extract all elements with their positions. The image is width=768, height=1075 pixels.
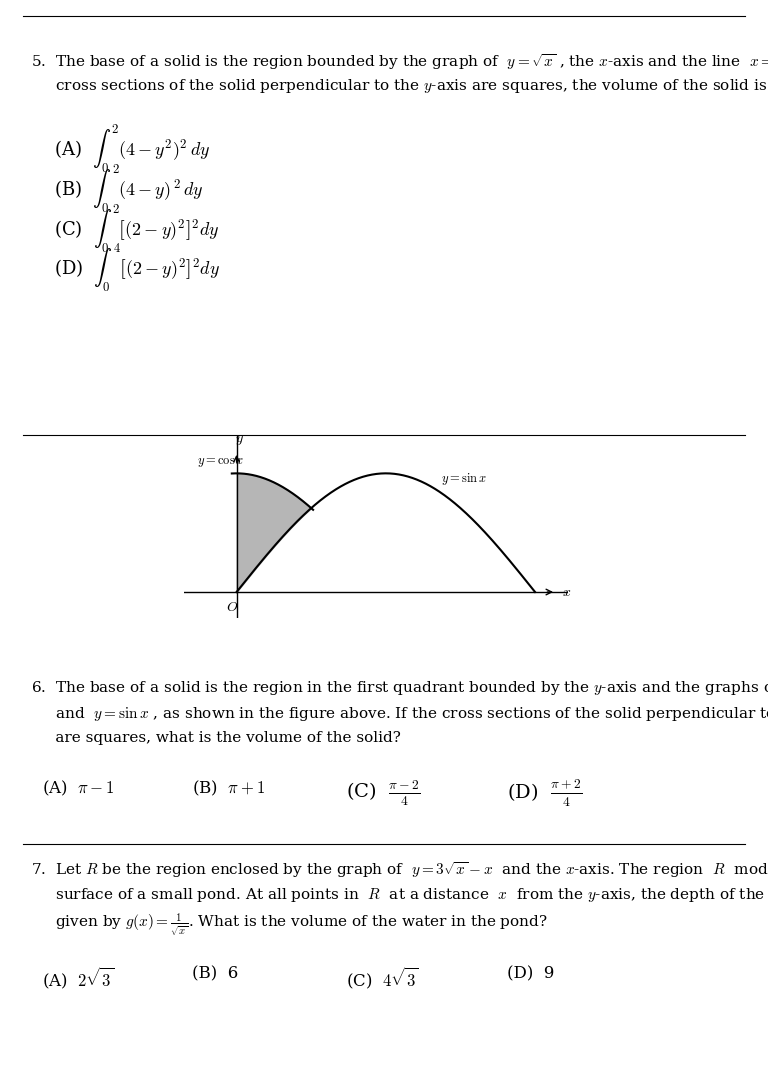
Text: $y = \sin x$: $y = \sin x$ (441, 471, 487, 487)
Text: 7.  Let $R$ be the region enclosed by the graph of  $y = 3\sqrt{x} - x$  and the: 7. Let $R$ be the region enclosed by the… (31, 860, 768, 880)
Text: are squares, what is the volume of the solid?: are squares, what is the volume of the s… (31, 731, 401, 745)
Text: 6.  The base of a solid is the region in the first quadrant bounded by the $y$-a: 6. The base of a solid is the region in … (31, 679, 768, 698)
Text: (B)  6: (B) 6 (192, 965, 238, 983)
Text: $y = \cos x$: $y = \cos x$ (197, 456, 244, 469)
Text: cross sections of the solid perpendicular to the $y$-axis are squares, the volum: cross sections of the solid perpendicula… (31, 77, 768, 96)
Text: 5.  The base of a solid is the region bounded by the graph of  $y = \sqrt{x}$ , : 5. The base of a solid is the region bou… (31, 52, 768, 72)
Text: and  $y = \sin x$ , as shown in the figure above. If the cross sections of the s: and $y = \sin x$ , as shown in the figur… (31, 705, 768, 723)
Text: (A)  $2\sqrt{3}$: (A) $2\sqrt{3}$ (42, 965, 114, 990)
Text: (C)  $\frac{\pi - 2}{4}$: (C) $\frac{\pi - 2}{4}$ (346, 778, 420, 808)
Text: (C)  $\int_0^2 \left[(2 - y)^2\right]^2 dy$: (C) $\int_0^2 \left[(2 - y)^2\right]^2 d… (54, 202, 219, 255)
Text: (B)  $\pi + 1$: (B) $\pi + 1$ (192, 778, 265, 798)
Text: (A)  $\int_0^2 (4 - y^2)^2 \, dy$: (A) $\int_0^2 (4 - y^2)^2 \, dy$ (54, 123, 210, 175)
Text: (D)  $\frac{\pi + 2}{4}$: (D) $\frac{\pi + 2}{4}$ (507, 778, 582, 809)
Text: $O$: $O$ (226, 601, 238, 615)
Text: given by $g(x) = \frac{1}{\sqrt{x}}$. What is the volume of the water in the pon: given by $g(x) = \frac{1}{\sqrt{x}}$. Wh… (31, 912, 548, 940)
Text: $x$: $x$ (561, 585, 571, 599)
Text: (B)  $\int_0^2 (4 - y)^{\,2} \, dy$: (B) $\int_0^2 (4 - y)^{\,2} \, dy$ (54, 162, 204, 215)
Text: (D)  $\int_0^4 \left[(2 - y)^2\right]^2 dy$: (D) $\int_0^4 \left[(2 - y)^2\right]^2 d… (54, 242, 220, 295)
Text: (C)  $4\sqrt{3}$: (C) $4\sqrt{3}$ (346, 965, 419, 990)
Text: (A)  $\pi - 1$: (A) $\pi - 1$ (42, 778, 115, 798)
Text: $y$: $y$ (235, 433, 244, 447)
Text: (D)  9: (D) 9 (507, 965, 554, 983)
Text: surface of a small pond. At all points in  $R$  at a distance  $x$  from the $y$: surface of a small pond. At all points i… (31, 886, 768, 904)
